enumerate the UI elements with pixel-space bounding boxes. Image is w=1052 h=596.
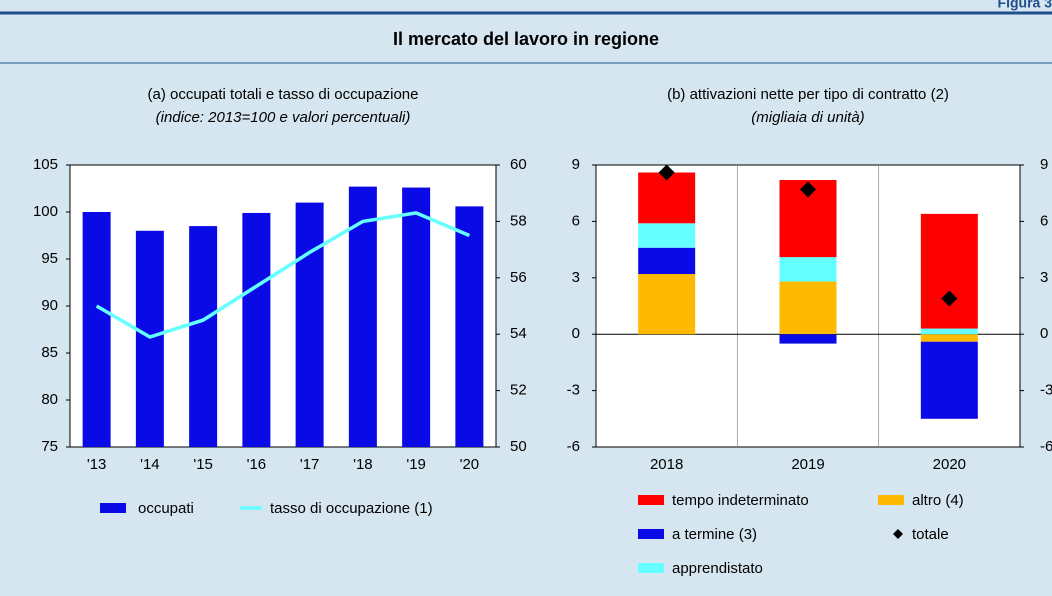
legend-swatch <box>638 563 664 573</box>
x-tick-label: 2020 <box>933 456 966 473</box>
legend-label: altro (4) <box>912 492 964 509</box>
figure-title: Il mercato del lavoro in regione <box>393 29 659 49</box>
y2-tick-label: 6 <box>1040 212 1048 229</box>
line <box>95 211 471 339</box>
x-tick-label: 2018 <box>650 456 683 473</box>
x-tick-label: '15 <box>193 456 213 473</box>
y-tick-label: 0 <box>572 325 580 342</box>
y2-tick-label: 3 <box>1040 269 1048 286</box>
panel-title: (a) occupati totali e tasso di occupazio… <box>148 86 419 103</box>
bar <box>135 230 164 447</box>
y2-tick-label: -3 <box>1040 382 1052 399</box>
y-tick-label: 100 <box>33 203 58 220</box>
x-tick-label: '17 <box>300 456 320 473</box>
bar-segment <box>638 172 696 224</box>
y2-tick-label: 0 <box>1040 325 1048 342</box>
legend-label: totale <box>912 526 949 543</box>
x-tick-label: '19 <box>406 456 426 473</box>
x-tick-label: '13 <box>87 456 107 473</box>
y-tick-label: 75 <box>41 438 58 455</box>
bar <box>82 212 111 447</box>
bar-segment <box>638 274 696 335</box>
bar-segment <box>920 213 978 329</box>
bar-segment <box>920 328 978 335</box>
bar <box>348 186 377 447</box>
bar-segment <box>779 281 837 335</box>
x-tick-label: '18 <box>353 456 373 473</box>
bar-segment <box>638 223 696 248</box>
legend-label: a termine (3) <box>672 526 757 543</box>
bar <box>189 226 218 447</box>
bar <box>295 202 324 447</box>
legend-label: apprendistato <box>672 560 763 577</box>
y-tick-label: 3 <box>572 269 580 286</box>
bar <box>242 212 271 447</box>
bar-segment <box>779 257 837 282</box>
figure-number: Figura 3 <box>998 0 1052 11</box>
y-tick-label: 95 <box>41 250 58 267</box>
y2-tick-label: 60 <box>510 156 527 173</box>
x-tick-label: '16 <box>247 456 267 473</box>
x-tick-label: '20 <box>460 456 480 473</box>
legend-label: tempo indeterminato <box>672 492 809 509</box>
bar-segment <box>638 247 696 275</box>
bar <box>455 206 484 447</box>
legend-swatch <box>878 495 904 505</box>
y2-tick-label: 56 <box>510 269 527 286</box>
y2-tick-label: 9 <box>1040 156 1048 173</box>
legend-label: occupati <box>138 500 194 517</box>
x-tick-label: 2019 <box>791 456 824 473</box>
y2-tick-label: 58 <box>510 212 527 229</box>
y2-tick-label: 54 <box>510 325 527 342</box>
legend-marker <box>893 529 903 539</box>
total-marker <box>941 290 958 307</box>
y-tick-label: -3 <box>567 382 580 399</box>
bar <box>402 187 431 447</box>
legend-label: tasso di occupazione (1) <box>270 500 433 517</box>
y-tick-label: 80 <box>41 391 58 408</box>
y2-tick-label: 52 <box>510 382 527 399</box>
y-tick-label: 105 <box>33 156 58 173</box>
total-marker <box>800 181 816 198</box>
total-marker <box>658 164 675 181</box>
bar-segment <box>779 334 837 344</box>
legend-swatch <box>100 503 126 513</box>
x-tick-label: '14 <box>140 456 160 473</box>
y-tick-label: 6 <box>572 212 580 229</box>
y-tick-label: 90 <box>41 297 58 314</box>
y-tick-label: 85 <box>41 344 58 361</box>
y2-tick-label: -6 <box>1040 438 1052 455</box>
plot-area <box>69 164 497 448</box>
bar-segment <box>920 341 978 419</box>
legend-swatch <box>638 495 664 505</box>
panel-subtitle: (indice: 2013=100 e valori percentuali) <box>156 109 411 126</box>
y-tick-label: 9 <box>572 156 580 173</box>
y2-tick-label: 50 <box>510 438 527 455</box>
panel-title: (b) attivazioni nette per tipo di contra… <box>667 86 949 103</box>
bar-segment <box>920 334 978 342</box>
legend-swatch <box>638 529 664 539</box>
panel-subtitle: (migliaia di unità) <box>751 109 864 126</box>
y-tick-label: -6 <box>567 438 580 455</box>
